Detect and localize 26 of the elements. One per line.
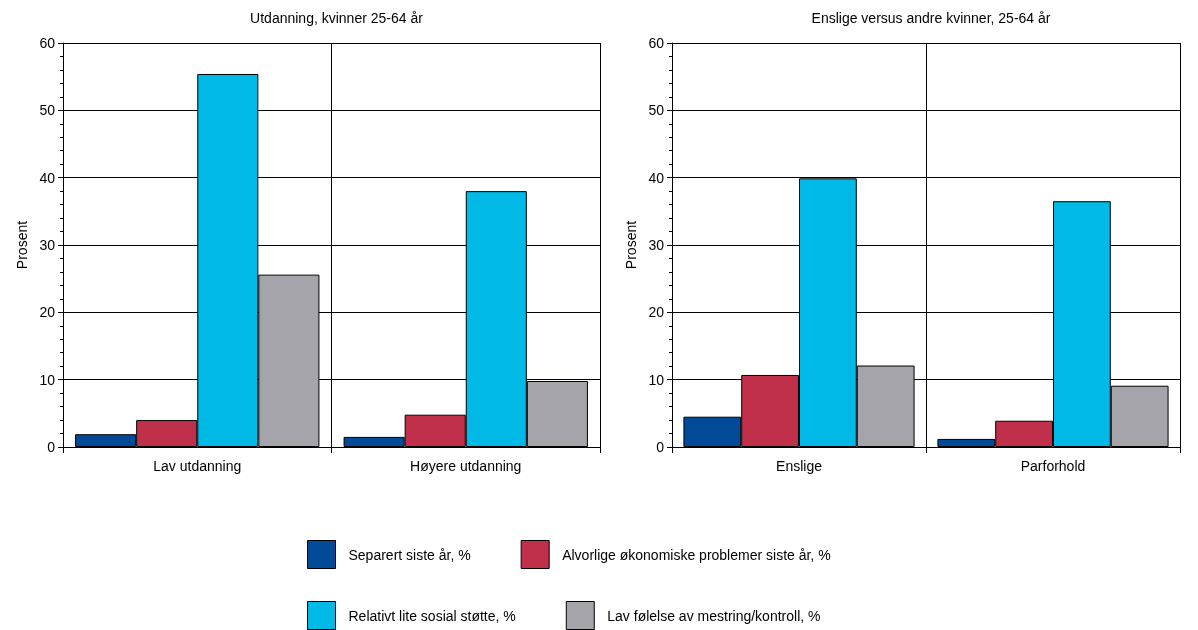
legend-label: Lav følelse av mestring/kontroll, % — [607, 607, 821, 624]
y-tick-label: 20 — [648, 304, 665, 321]
y-tick-label: 40 — [648, 169, 665, 186]
y-tick-label: 20 — [39, 304, 56, 321]
y-tick-label: 10 — [648, 371, 665, 388]
y-axis-title: Prosent — [622, 220, 639, 270]
x-tick-label: Høyere utdanning — [410, 458, 522, 474]
legend-label: Alvorlige økonomiske problemer siste år, % — [562, 546, 831, 563]
x-tick-label: Enslige — [776, 458, 823, 474]
legend-label: Separert siste år, % — [348, 546, 471, 563]
y-tick-label: 60 — [648, 35, 665, 51]
y-tick-label: 0 — [47, 439, 56, 455]
x-tick-label: Lav utdanning — [153, 458, 242, 474]
x-tick-label: Parforhold — [1020, 458, 1086, 474]
chart-title: Enslige versus andre kvinner, 25-64 år — [811, 10, 1051, 26]
y-tick-label: 30 — [39, 237, 56, 253]
y-tick-label: 30 — [648, 237, 665, 253]
y-tick-label: 50 — [648, 102, 665, 119]
chart-title: Utdanning, kvinner 25-64 år — [250, 10, 424, 26]
legend-label: Relativt lite sosial støtte, % — [348, 607, 516, 624]
y-tick-label: 60 — [39, 35, 56, 51]
y-tick-label: 40 — [39, 169, 56, 186]
y-tick-label: 50 — [39, 102, 56, 119]
y-tick-label: 0 — [656, 439, 665, 455]
y-axis-title: Prosent — [14, 220, 30, 270]
y-tick-label: 10 — [39, 371, 56, 388]
